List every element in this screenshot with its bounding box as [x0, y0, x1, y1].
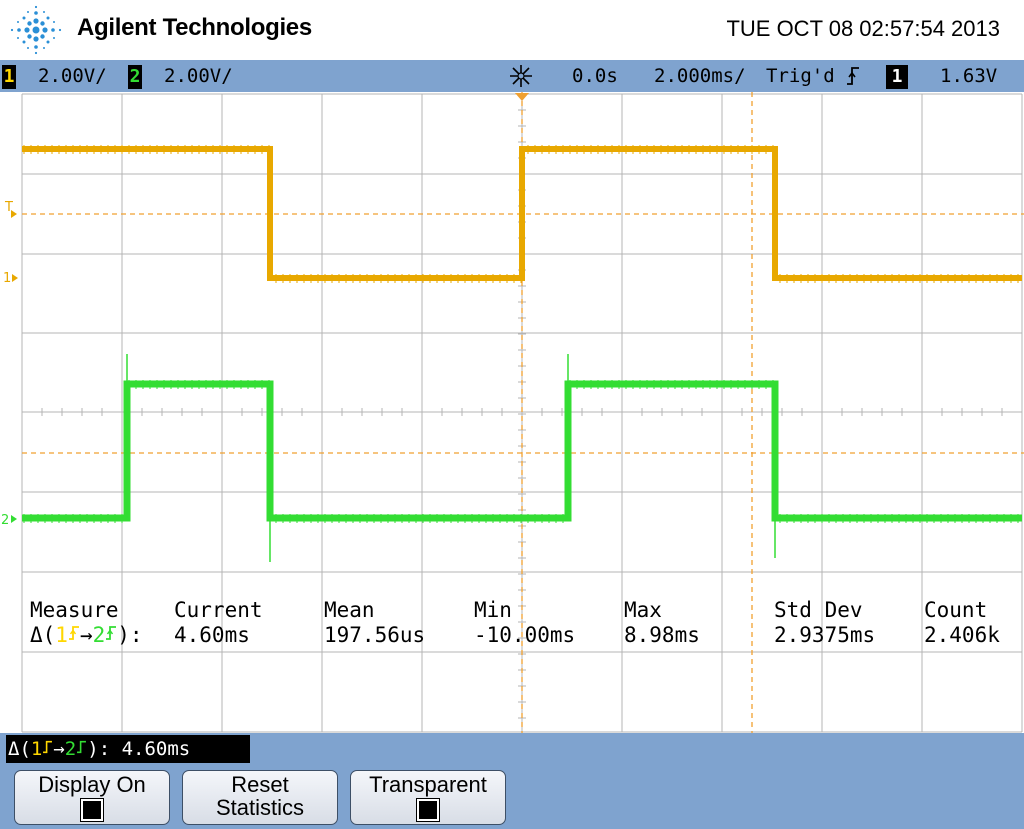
ch1-scale[interactable]: 2.00V/ — [38, 65, 107, 87]
rising-edge-icon — [846, 65, 860, 93]
ch1-ground-arrow-icon — [12, 274, 18, 282]
status-bar: 1 2.00V/ 2 2.00V/ 0.0s 2.000ms/ Trig'd 1… — [0, 60, 1024, 92]
trigger-source-badge[interactable]: 1 — [886, 64, 908, 89]
display-on-checkbox[interactable] — [80, 798, 104, 822]
min-column: Min -10.00ms — [474, 598, 575, 648]
waveform-canvas: T 1 2 — [1, 92, 1024, 733]
waveform-display: T 1 2 Measure Δ(1 →2): Current 4.60ms Mea… — [0, 92, 1024, 733]
ch1-badge[interactable]: 1 — [2, 65, 16, 89]
transparent-label: Transparent — [369, 772, 487, 797]
trigger-state: Trig'd — [766, 65, 835, 87]
display-on-softkey[interactable]: Display On — [14, 770, 170, 825]
agilent-spark-logo-icon — [10, 5, 62, 55]
count-column: Count 2.406k — [924, 598, 1000, 648]
timebase-readout[interactable]: 2.000ms/ — [654, 65, 746, 87]
min-value: -10.00ms — [474, 623, 576, 647]
count-header: Count — [924, 598, 988, 622]
measure-label: Δ(1 →2): — [30, 623, 143, 647]
max-header: Max — [624, 598, 662, 622]
channel-markers: T 1 2 — [1, 200, 18, 528]
softkey-bar: Δ(1 →2): 4.60ms Display On Reset Statisti… — [0, 733, 1024, 829]
delay-readout[interactable]: 0.0s — [572, 65, 618, 87]
count-value: 2.406k — [924, 623, 1000, 647]
measure-column: Measure Δ(1 →2): — [30, 598, 143, 648]
transparent-softkey[interactable]: Transparent — [350, 770, 506, 825]
delta-readout: Δ(1 →2): 4.60ms — [6, 735, 250, 763]
ch2-badge[interactable]: 2 — [128, 65, 142, 89]
waveform-traces — [22, 145, 1022, 562]
header: Agilent Technologies TUE OCT 08 02:57:54… — [0, 0, 1024, 60]
trigger-level[interactable]: 1.63V — [940, 65, 998, 87]
stddev-header: Std Dev — [774, 598, 863, 622]
delta-readout-value: 4.60ms — [121, 738, 191, 760]
measure-header: Measure — [30, 598, 119, 622]
current-value: 4.60ms — [174, 623, 250, 647]
min-header: Min — [474, 598, 512, 622]
mean-column: Mean 197.56us — [324, 598, 425, 648]
ch1-rising-edge-icon — [68, 626, 79, 640]
trigger-level-marker: T — [4, 200, 13, 215]
stddev-value: 2.9375ms — [774, 623, 876, 647]
ch2-rising-edge-icon — [106, 626, 117, 640]
cursor-lines — [22, 92, 1024, 733]
trigger-position-marker-icon — [515, 93, 529, 101]
ch2-ground-arrow-icon — [11, 515, 17, 523]
max-column: Max 8.98ms — [624, 598, 700, 648]
time-reference-icon — [508, 63, 534, 95]
ch2-edge-small-icon — [77, 740, 87, 754]
display-on-label: Display On — [38, 772, 146, 797]
ch1-ground-marker: 1 — [3, 271, 11, 286]
reset-statistics-softkey[interactable]: Reset Statistics — [182, 770, 338, 825]
mean-header: Mean — [324, 598, 375, 622]
current-column: Current 4.60ms — [174, 598, 263, 648]
ch2-ground-marker: 2 — [1, 513, 9, 528]
date-time: TUE OCT 08 02:57:54 2013 — [726, 16, 1000, 41]
ch2-scale[interactable]: 2.00V/ — [164, 65, 233, 87]
mean-value: 197.56us — [324, 623, 426, 647]
stddev-column: Std Dev 2.9375ms — [774, 598, 875, 648]
trigger-level-arrow-icon — [11, 210, 17, 218]
ch1-waveform — [22, 146, 1022, 281]
max-value: 8.98ms — [624, 623, 700, 647]
transparent-checkbox[interactable] — [416, 798, 440, 822]
reset-label-line2: Statistics — [215, 795, 305, 820]
measurement-table: Measure Δ(1 →2): Current 4.60ms Mean 197.… — [0, 590, 1024, 660]
brand-name: Agilent Technologies — [77, 14, 312, 41]
current-header: Current — [174, 598, 263, 622]
ch1-edge-small-icon — [43, 740, 53, 754]
reset-label-line1: Reset — [231, 772, 289, 797]
